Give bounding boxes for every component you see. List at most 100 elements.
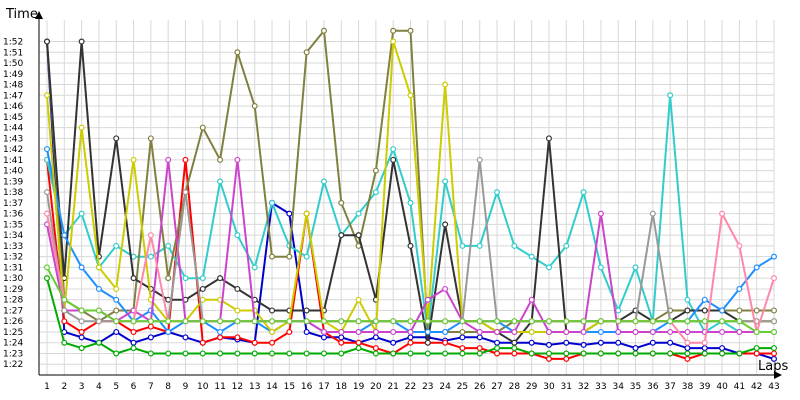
data-point: [494, 318, 501, 325]
data-point: [667, 318, 674, 325]
data-point: [61, 307, 68, 314]
data-point: [130, 156, 137, 163]
data-point: [390, 38, 397, 45]
data-point: [563, 318, 570, 325]
data-point: [338, 328, 345, 335]
data-point: [95, 339, 102, 346]
data-point: [770, 328, 777, 335]
data-point: [234, 334, 241, 341]
data-point: [130, 345, 137, 352]
y-tick-label: 1:49: [3, 70, 23, 80]
axes: 1:221:231:241:251:261:271:281:291:301:31…: [3, 11, 782, 392]
data-point: [95, 264, 102, 271]
data-point: [407, 350, 414, 357]
data-point: [424, 328, 431, 335]
data-point: [165, 350, 172, 357]
data-point: [217, 275, 224, 282]
y-tick-label: 1:52: [3, 38, 23, 48]
data-point: [494, 189, 501, 196]
data-point: [320, 27, 327, 34]
data-point: [476, 156, 483, 163]
data-point: [165, 318, 172, 325]
data-point: [511, 345, 518, 352]
data-point: [684, 328, 691, 335]
data-point: [286, 210, 293, 217]
data-point: [476, 328, 483, 335]
x-tick-label: 11: [214, 382, 225, 392]
data-point: [528, 350, 535, 357]
data-point: [442, 350, 449, 357]
data-point: [597, 318, 604, 325]
data-point: [597, 264, 604, 271]
data-point: [407, 242, 414, 249]
data-point: [407, 92, 414, 99]
data-point: [442, 81, 449, 88]
data-point: [78, 334, 85, 341]
data-point: [649, 328, 656, 335]
data-point: [476, 242, 483, 249]
x-tick-label: 23: [422, 382, 433, 392]
x-tick-label: 22: [405, 382, 416, 392]
data-point: [736, 285, 743, 292]
data-point: [459, 345, 466, 352]
data-point: [563, 242, 570, 249]
data-point: [684, 345, 691, 352]
data-point: [390, 156, 397, 163]
data-point: [234, 318, 241, 325]
data-point: [113, 307, 120, 314]
data-point: [719, 318, 726, 325]
x-tick-label: 26: [474, 382, 486, 392]
data-point: [545, 318, 552, 325]
x-tick-label: 43: [768, 382, 779, 392]
data-point: [511, 318, 518, 325]
x-tick-label: 10: [197, 382, 209, 392]
y-tick-label: 1:43: [3, 134, 23, 144]
data-point: [165, 275, 172, 282]
data-point: [338, 318, 345, 325]
data-point: [182, 350, 189, 357]
y-tick-label: 1:33: [3, 242, 23, 252]
data-point: [545, 264, 552, 271]
data-point: [684, 318, 691, 325]
data-point: [442, 285, 449, 292]
data-point: [61, 318, 68, 325]
data-point: [580, 328, 587, 335]
data-point: [442, 318, 449, 325]
data-point: [303, 328, 310, 335]
data-point: [355, 328, 362, 335]
y-axis-title: Time: [5, 7, 38, 22]
data-point: [667, 328, 674, 335]
data-point: [43, 275, 50, 282]
y-tick-label: 1:30: [3, 274, 23, 284]
x-tick-label: 9: [183, 382, 189, 392]
data-point: [719, 345, 726, 352]
series-layer: [43, 27, 777, 362]
y-tick-label: 1:32: [3, 253, 23, 263]
data-point: [320, 328, 327, 335]
data-point: [753, 264, 760, 271]
data-point: [494, 328, 501, 335]
series-3: [43, 275, 777, 357]
data-point: [130, 339, 137, 346]
data-point: [701, 307, 708, 314]
data-point: [251, 339, 258, 346]
data-point: [580, 350, 587, 357]
data-point: [407, 339, 414, 346]
data-point: [95, 307, 102, 314]
data-point: [459, 328, 466, 335]
data-point: [78, 124, 85, 131]
data-point: [528, 296, 535, 303]
data-point: [182, 334, 189, 341]
x-tick-label: 6: [131, 382, 137, 392]
data-point: [770, 345, 777, 352]
data-point: [199, 124, 206, 131]
y-tick-label: 1:29: [3, 285, 23, 295]
y-tick-label: 1:46: [3, 102, 23, 112]
data-point: [234, 49, 241, 56]
data-point: [390, 328, 397, 335]
data-point: [511, 339, 518, 346]
y-tick-label: 1:44: [3, 124, 23, 134]
data-point: [78, 210, 85, 217]
x-tick-label: 31: [561, 382, 572, 392]
data-point: [182, 189, 189, 196]
